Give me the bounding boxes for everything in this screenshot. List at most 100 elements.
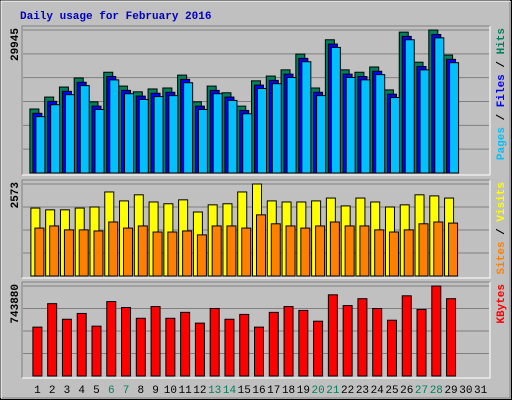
bar xyxy=(271,83,282,174)
bar xyxy=(256,214,266,277)
x-tick-label: 29 xyxy=(444,385,457,397)
x-tick-label: 23 xyxy=(356,385,369,397)
bar xyxy=(63,229,74,277)
bar xyxy=(209,307,220,377)
bar xyxy=(254,326,264,377)
bar xyxy=(389,97,400,174)
x-tick-label: 25 xyxy=(385,385,398,397)
bar xyxy=(298,309,309,377)
bar xyxy=(78,229,89,277)
bar xyxy=(286,76,297,174)
bar xyxy=(124,93,135,174)
bar xyxy=(197,108,208,174)
bar xyxy=(106,301,117,377)
legend-entry: Pages xyxy=(496,127,508,160)
plot-bevel-light xyxy=(22,282,491,379)
y-tick-label: 29945 xyxy=(10,28,22,61)
bar xyxy=(268,311,279,377)
bar xyxy=(313,320,324,377)
bar xyxy=(194,322,205,377)
x-tick-label: 11 xyxy=(179,385,193,397)
bar xyxy=(150,306,161,377)
bar xyxy=(167,231,178,277)
bar xyxy=(211,225,222,277)
x-tick-label: 18 xyxy=(282,385,295,397)
chart-title: Daily usage for February 2016 xyxy=(20,11,211,23)
bar xyxy=(241,227,252,277)
bar xyxy=(242,113,253,174)
plot-bevel-light xyxy=(22,180,491,279)
bar xyxy=(35,116,46,174)
bar xyxy=(61,318,72,377)
x-tick-label: 21 xyxy=(326,385,340,397)
plot-bevel-dark xyxy=(21,281,490,378)
bar xyxy=(283,306,294,377)
x-tick-label: 6 xyxy=(108,385,115,397)
bar xyxy=(108,221,119,277)
bar xyxy=(270,223,281,277)
x-tick-label: 10 xyxy=(164,385,177,397)
legend-entry: Visits xyxy=(496,182,508,222)
bar xyxy=(329,221,340,277)
x-tick-label: 2 xyxy=(49,385,56,397)
bar xyxy=(137,225,148,277)
bar xyxy=(285,225,296,277)
x-tick-label: 1 xyxy=(34,385,41,397)
x-tick-label: 27 xyxy=(415,385,428,397)
bar xyxy=(345,76,356,174)
x-tick-label: 17 xyxy=(267,385,280,397)
bar xyxy=(79,85,90,174)
bar xyxy=(372,307,383,377)
bar xyxy=(153,96,164,174)
x-tick-label: 14 xyxy=(223,385,237,397)
x-tick-label: 8 xyxy=(138,385,145,397)
bar xyxy=(226,225,237,277)
bar xyxy=(76,312,87,377)
bar xyxy=(182,230,193,277)
bar xyxy=(315,225,326,277)
bar xyxy=(168,95,179,174)
bar xyxy=(138,98,149,174)
bar xyxy=(224,318,235,377)
legend: Pages / Files / Hits xyxy=(496,28,508,160)
bar xyxy=(152,231,163,277)
x-tick-label: 5 xyxy=(93,385,100,397)
bar xyxy=(401,295,412,377)
bar xyxy=(32,326,43,377)
x-tick-label: 19 xyxy=(297,385,310,397)
bar xyxy=(49,225,60,277)
x-tick-label: 4 xyxy=(78,385,85,397)
x-tick-label: 12 xyxy=(193,385,206,397)
bar xyxy=(403,229,414,277)
bar xyxy=(239,313,250,377)
bar xyxy=(94,108,105,174)
bar xyxy=(449,62,460,174)
bar xyxy=(121,307,132,377)
x-tick-label: 28 xyxy=(430,385,443,397)
legend-separator: / xyxy=(496,107,508,127)
bar xyxy=(434,37,445,174)
bar xyxy=(431,285,442,377)
bar xyxy=(330,46,341,174)
bar xyxy=(301,61,312,174)
bar xyxy=(183,82,194,174)
bar xyxy=(344,225,355,277)
bar xyxy=(386,319,397,377)
x-tick-label: 30 xyxy=(459,385,472,397)
bar xyxy=(375,74,386,174)
bar xyxy=(180,311,191,377)
bar xyxy=(135,317,146,377)
legend-entry: Hits xyxy=(496,28,508,54)
bar xyxy=(109,79,120,174)
bar xyxy=(93,230,104,277)
x-tick-label: 3 xyxy=(64,385,71,397)
bar xyxy=(227,99,238,174)
plot-bevel-dark xyxy=(21,25,490,175)
x-tick-label: 15 xyxy=(238,385,251,397)
bar xyxy=(257,87,267,174)
x-tick-label: 16 xyxy=(252,385,265,397)
bar xyxy=(47,303,58,377)
